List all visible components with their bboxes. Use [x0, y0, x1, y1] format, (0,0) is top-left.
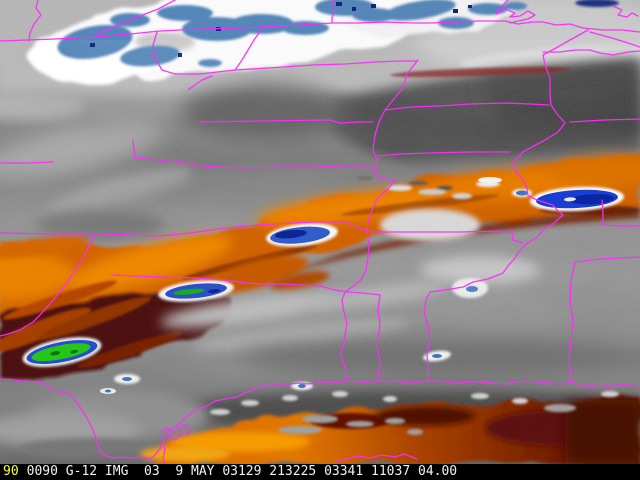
- state-line: [601, 199, 640, 227]
- state-line: [134, 157, 374, 169]
- mississippi-river: [340, 59, 419, 382]
- state-line: [542, 49, 640, 56]
- status-bar: 90 0090 G-12 IMG 03 9 MAY 03129 213225 0…: [0, 464, 640, 480]
- state-line: [199, 60, 418, 75]
- state-line: [589, 31, 640, 48]
- lake-pontchartrain: [334, 453, 418, 463]
- map-overlay: [0, 0, 640, 464]
- state-line: [569, 118, 640, 123]
- corner-squiggle: [612, 5, 639, 18]
- film-grain: [0, 0, 640, 464]
- river-east: [423, 29, 589, 382]
- state-line: [568, 261, 576, 383]
- image-annotation: 0090 G-12 IMG 03 9 MAY 03129 213225 0334…: [26, 464, 458, 479]
- state-line: [331, 0, 335, 24]
- state-line: [377, 151, 511, 157]
- state-line: [0, 161, 54, 164]
- state-line: [371, 230, 524, 244]
- state-line: [28, 0, 42, 42]
- river-meander: [495, 0, 536, 24]
- galveston-bay: [159, 424, 191, 441]
- state-line: [187, 75, 213, 91]
- state-line-long-top: [0, 20, 640, 42]
- state-line: [574, 256, 640, 263]
- state-line: [384, 102, 550, 111]
- red-river: [111, 274, 381, 296]
- gulf-coastline: [0, 378, 640, 460]
- state-line-diagonal: [0, 233, 96, 337]
- state-line: [132, 139, 136, 159]
- frame-number: 90: [3, 464, 19, 479]
- bay-inlet: [162, 440, 166, 464]
- satellite-image: [0, 0, 640, 464]
- state-line: [199, 119, 374, 124]
- state-line: [96, 0, 176, 35]
- state-line: [376, 294, 381, 382]
- state-line: [0, 221, 373, 237]
- state-line: [152, 31, 201, 75]
- state-line: [234, 26, 264, 71]
